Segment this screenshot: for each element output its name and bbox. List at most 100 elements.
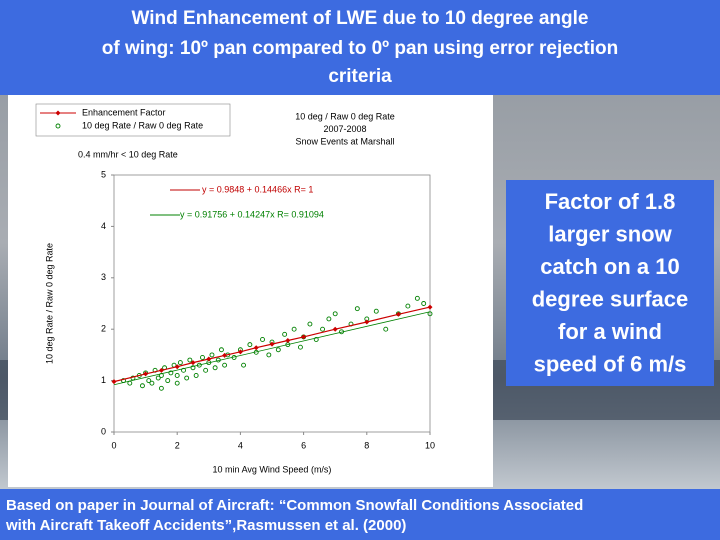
data-point <box>190 365 196 371</box>
data-point <box>373 308 379 314</box>
x-tick-label: 0 <box>111 440 116 450</box>
data-point <box>326 316 332 322</box>
data-point <box>168 370 174 376</box>
y-tick-label: 3 <box>101 272 106 282</box>
data-point <box>231 355 237 360</box>
y-tick-label: 4 <box>101 221 106 231</box>
data-point <box>247 342 253 348</box>
data-point <box>215 357 221 363</box>
data-point <box>165 378 171 384</box>
x-axis-label: 10 min Avg Wind Speed (m/s) <box>213 464 332 474</box>
data-point <box>149 380 155 386</box>
chart-title: 2007-2008 <box>323 124 366 134</box>
data-point <box>266 352 272 358</box>
legend-label: 10 deg Rate / Raw 0 deg Rate <box>82 120 203 130</box>
data-point <box>383 326 389 332</box>
chart-title: 10 deg / Raw 0 deg Rate <box>295 111 395 121</box>
data-point <box>313 337 319 342</box>
data-point <box>158 367 164 373</box>
slide-title: Wind Enhancement of LWE due to 10 degree… <box>132 8 589 29</box>
data-point <box>196 362 202 368</box>
data-point <box>395 311 401 317</box>
data-point <box>187 357 193 363</box>
trendline <box>113 311 431 386</box>
data-point <box>282 331 288 337</box>
slide-title: of wing: 10º pan compared to 0º pan usin… <box>102 38 618 59</box>
data-point <box>237 349 243 355</box>
legend-marker <box>55 123 61 129</box>
chart-title: Snow Events at Marshall <box>295 136 394 146</box>
data-point <box>158 373 164 378</box>
x-tick-label: 4 <box>238 440 243 450</box>
data-point <box>139 383 145 389</box>
footer-band <box>0 489 720 540</box>
chart-subtitle: 0.4 mm/hr < 10 deg Rate <box>78 149 178 159</box>
data-point <box>307 321 313 327</box>
data-point <box>354 306 360 312</box>
y-tick-label: 5 <box>101 169 106 179</box>
legend-box <box>35 103 231 137</box>
data-point <box>111 379 117 385</box>
callout-text: catch on a 10 <box>540 254 679 279</box>
data-point <box>260 337 265 342</box>
data-point <box>253 345 259 351</box>
data-point <box>427 311 433 317</box>
data-point <box>146 378 152 384</box>
data-point <box>291 326 297 332</box>
data-point <box>275 347 281 353</box>
data-point <box>222 362 228 368</box>
data-point <box>405 303 411 309</box>
data-point <box>193 373 199 378</box>
series-line <box>113 306 431 383</box>
data-point <box>320 326 326 332</box>
data-point <box>184 375 190 381</box>
y-tick-label: 1 <box>101 375 106 385</box>
data-point <box>222 352 228 358</box>
annotation: y = 0.9848 + 0.14466x R= 1 <box>202 184 313 194</box>
footer-text: Based on paper in Journal of Aircraft: “… <box>6 497 583 514</box>
data-point <box>364 319 370 325</box>
chart-panel <box>8 95 493 487</box>
data-point <box>332 326 338 332</box>
data-point <box>155 375 161 381</box>
data-point <box>285 338 291 344</box>
x-tick-label: 8 <box>364 440 369 450</box>
data-point <box>174 364 180 370</box>
data-point <box>206 356 212 362</box>
footer-text: with Aircraft Takeoff Accidents”,Rasmuss… <box>5 517 406 534</box>
callout-text: larger snow <box>548 221 672 246</box>
data-point <box>190 360 196 366</box>
annotation: y = 0.91756 + 0.14247x R= 0.91094 <box>180 209 324 219</box>
x-tick-label: 2 <box>175 440 180 450</box>
callout-text: Factor of 1.8 <box>545 189 676 214</box>
data-point <box>339 329 344 335</box>
data-point <box>209 352 215 358</box>
legend-label: Enhancement Factor <box>82 107 166 117</box>
y-tick-label: 2 <box>101 324 106 334</box>
plot-area <box>113 174 431 433</box>
title-band <box>0 0 720 95</box>
data-point <box>253 349 259 355</box>
data-point <box>212 365 218 371</box>
data-point <box>143 371 149 377</box>
data-point <box>174 380 180 386</box>
y-axis-label: 10 deg Rate / Raw 0 deg Rate <box>44 243 54 364</box>
data-point <box>158 385 164 391</box>
x-tick-label: 6 <box>301 440 306 450</box>
callout-text: for a wind <box>558 319 662 344</box>
data-point <box>414 295 420 301</box>
data-point <box>332 311 338 317</box>
data-point <box>421 301 427 306</box>
data-point <box>218 347 224 353</box>
slide-title: criteria <box>328 66 392 87</box>
data-point <box>121 378 126 384</box>
callout-box <box>506 180 714 386</box>
data-point <box>427 304 433 310</box>
data-point <box>174 373 180 378</box>
data-point <box>181 367 186 373</box>
data-point <box>297 344 303 350</box>
callout-text: speed of 6 m/s <box>534 351 687 376</box>
data-point <box>269 341 275 347</box>
data-point <box>241 362 247 368</box>
